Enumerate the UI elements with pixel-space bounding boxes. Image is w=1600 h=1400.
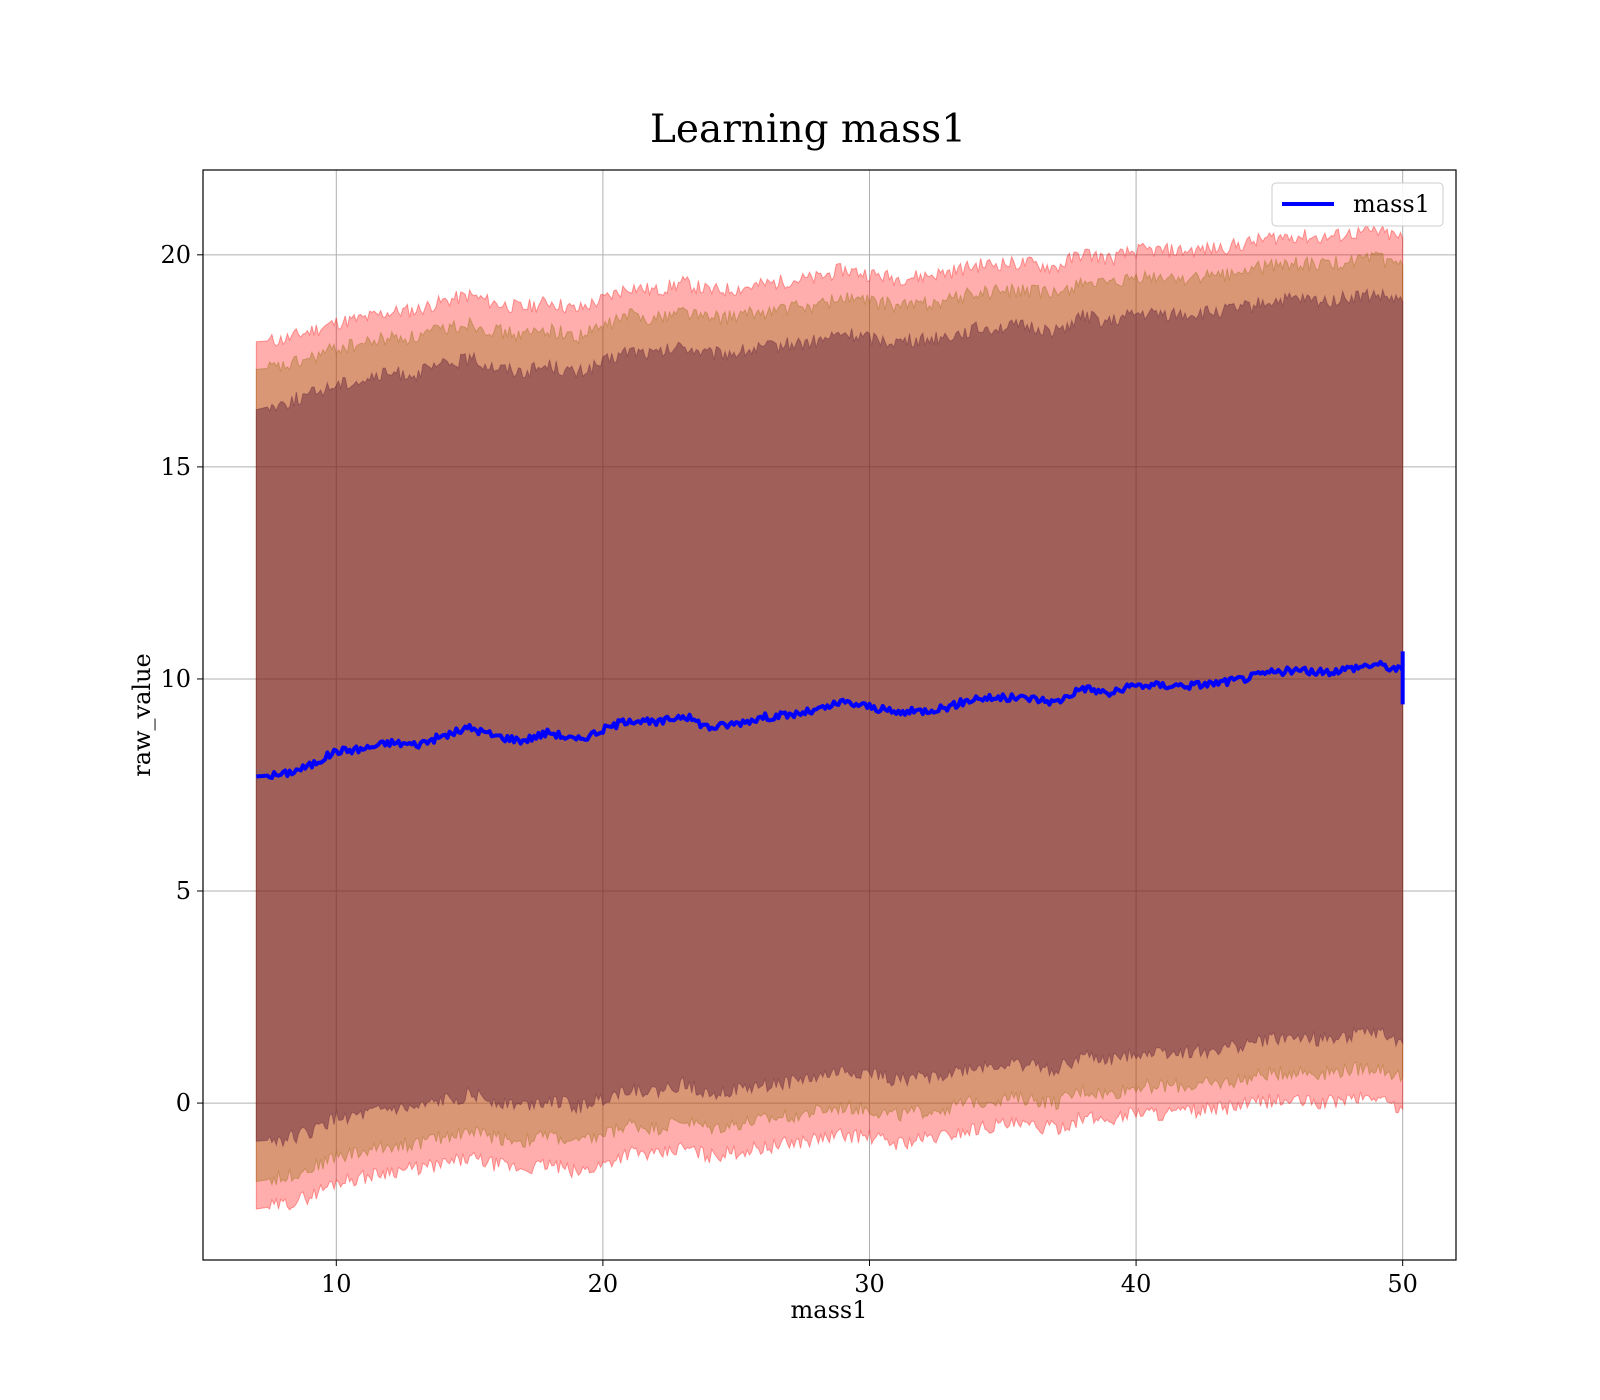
- band-inner: [255, 287, 1404, 1149]
- x-tick-label: 40: [1121, 1270, 1152, 1298]
- x-tick-label: 10: [321, 1270, 352, 1298]
- x-axis-ticks: 10 20 30 40 50: [321, 1260, 1418, 1298]
- band-middle: [255, 251, 1404, 1187]
- x-axis-label: mass1: [791, 1296, 868, 1324]
- y-axis-ticks: 0 5 10 15 20: [160, 241, 203, 1117]
- y-tick-label: 0: [176, 1089, 191, 1117]
- chart-title: Learning mass1: [650, 107, 966, 152]
- x-tick-label: 30: [854, 1270, 885, 1298]
- y-axis-label: raw_value: [128, 653, 156, 777]
- series-line-mass1: [256, 659, 1405, 780]
- y-tick-label: 15: [160, 453, 191, 481]
- legend-box: [1271, 182, 1444, 227]
- y-tick-label: 5: [176, 877, 191, 905]
- legend-label: mass1: [1353, 190, 1430, 218]
- confidence-bands: [255, 224, 1404, 1211]
- x-tick-label: 20: [588, 1270, 619, 1298]
- y-tick-label: 10: [160, 665, 191, 693]
- x-tick-label: 50: [1387, 1270, 1418, 1298]
- legend: mass1: [1271, 182, 1444, 227]
- series-lines: [256, 651, 1405, 780]
- grid-lines: [203, 170, 1456, 1260]
- band-outer: [255, 224, 1404, 1211]
- y-tick-label: 20: [160, 241, 191, 269]
- plot-frame: [202, 169, 1457, 1261]
